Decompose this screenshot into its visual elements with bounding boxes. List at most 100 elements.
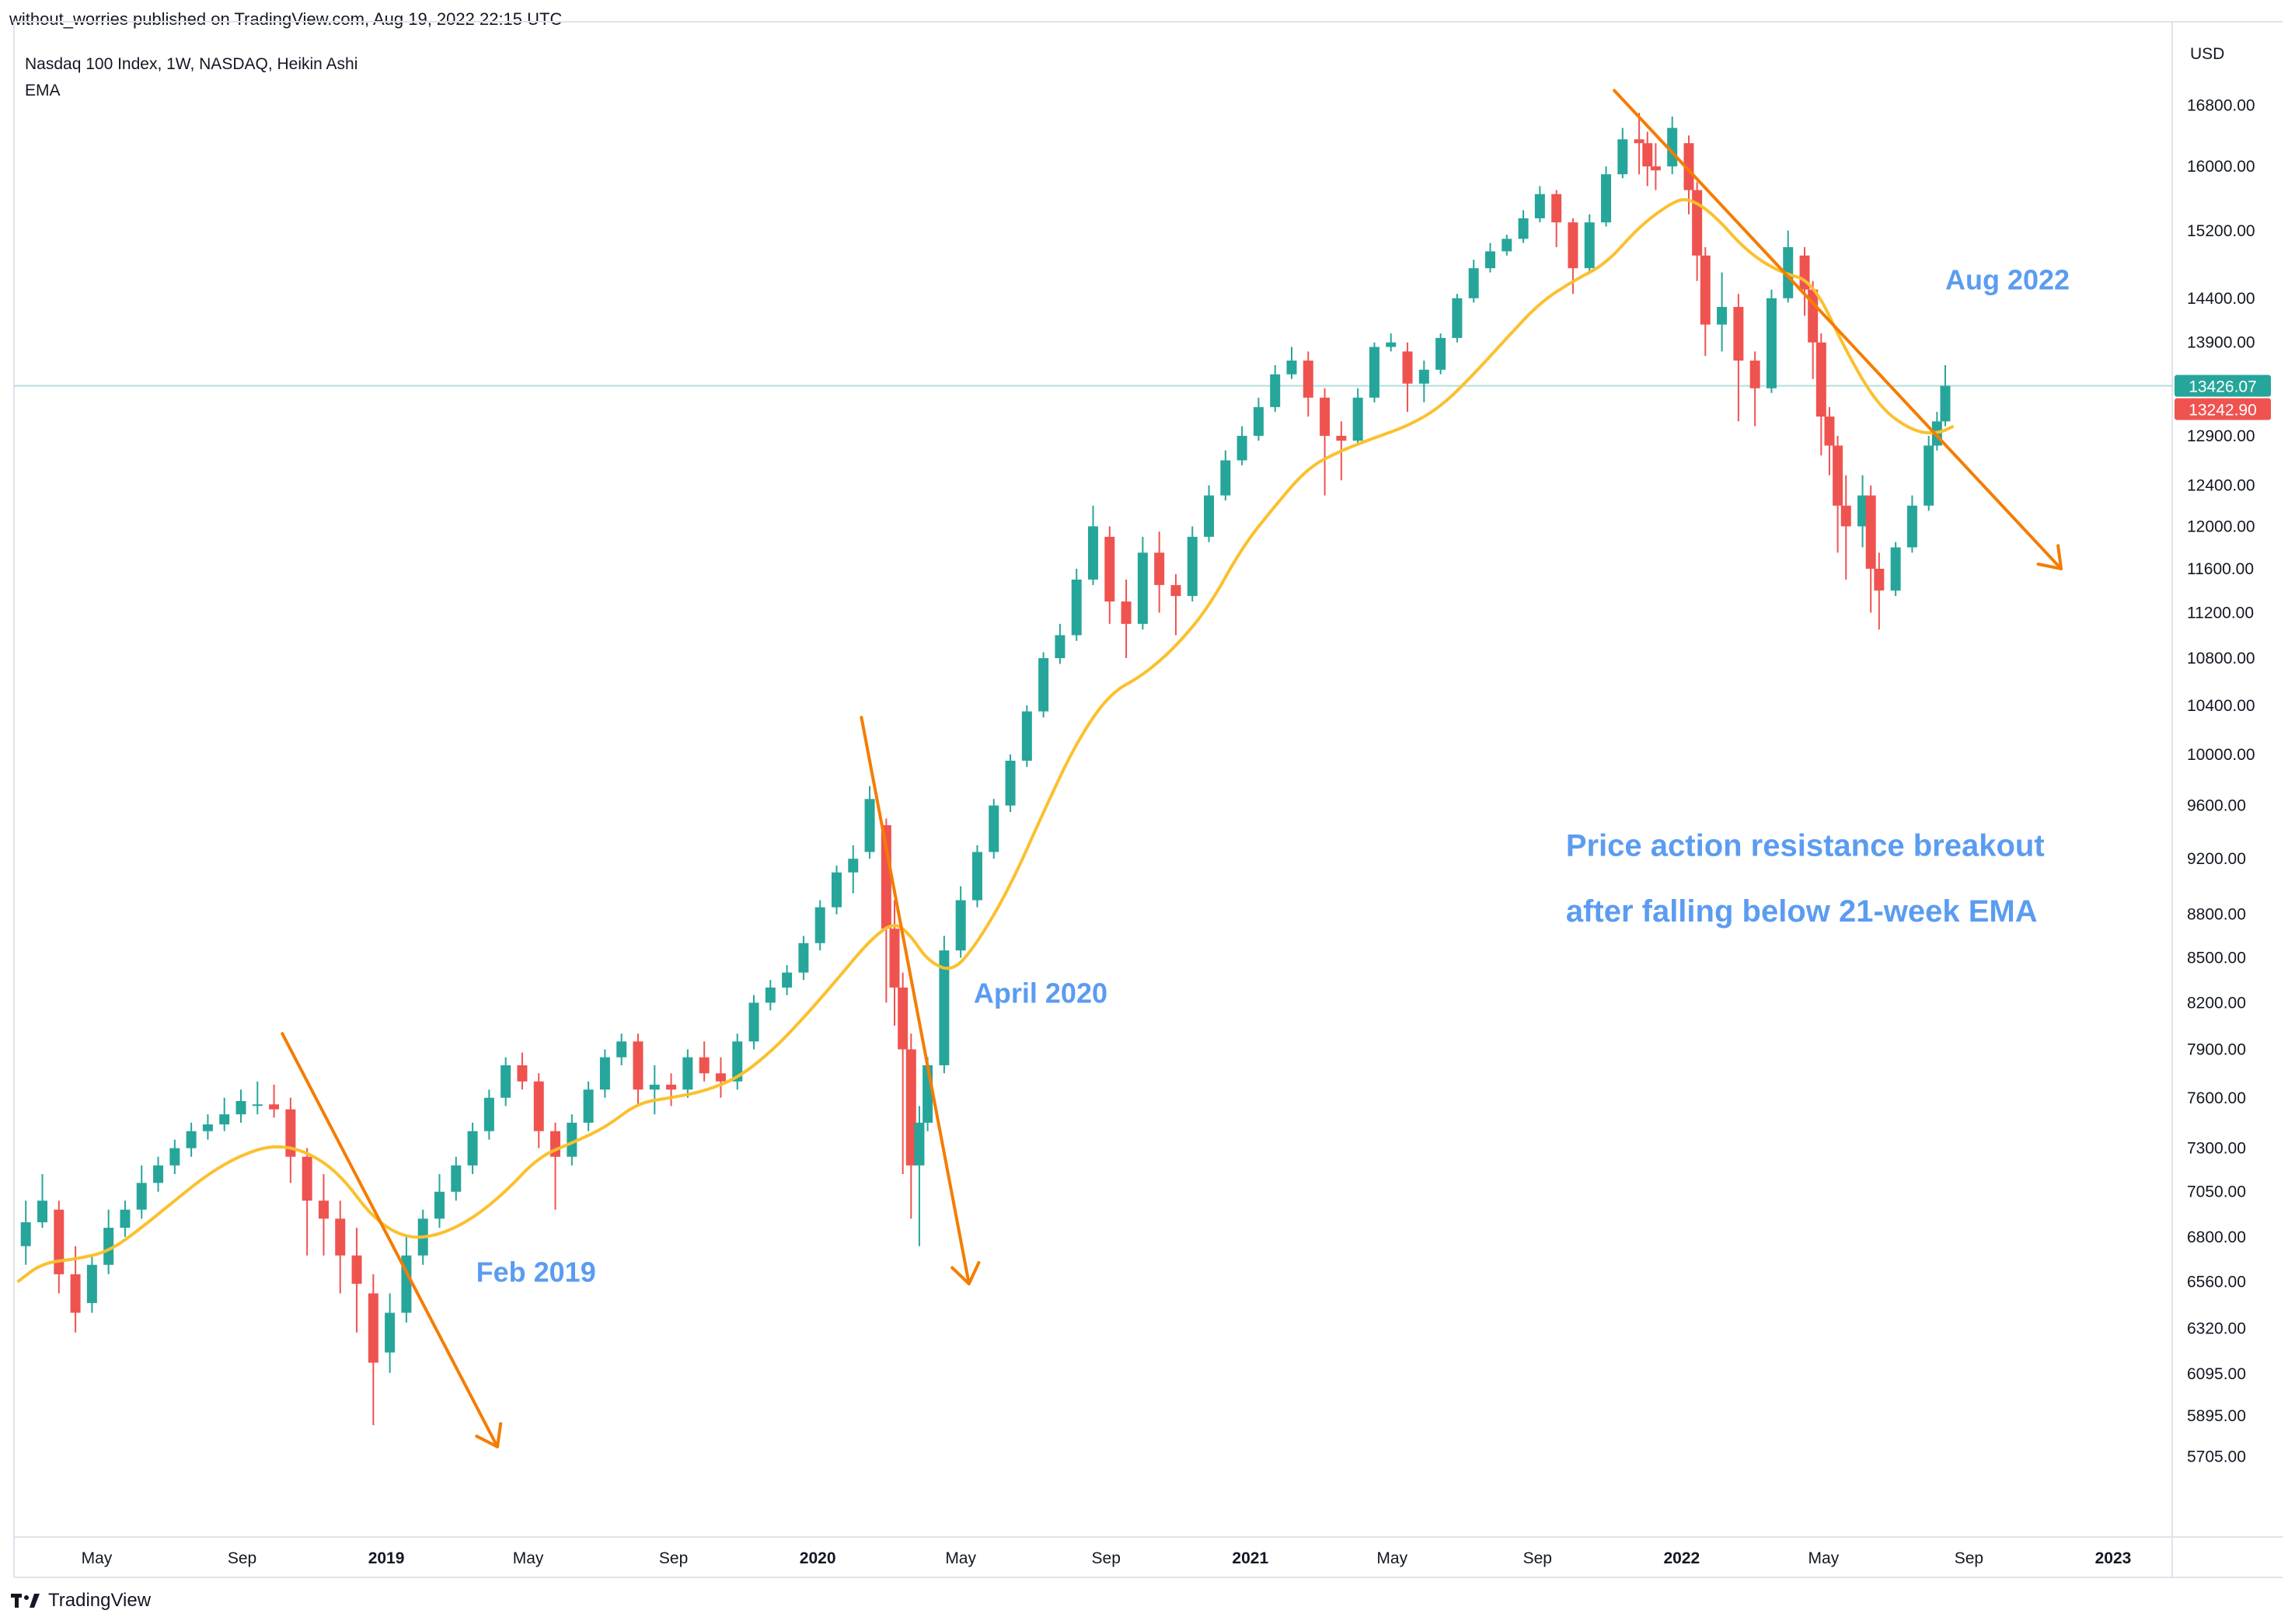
candle-body bbox=[1468, 268, 1479, 298]
candle-body bbox=[37, 1201, 47, 1223]
candle-body bbox=[1336, 435, 1347, 441]
price-badge-bg bbox=[2175, 375, 2271, 397]
candle-body bbox=[219, 1114, 230, 1125]
candle-body bbox=[848, 859, 859, 873]
ema-line bbox=[16, 198, 1955, 1284]
candle-body bbox=[269, 1104, 280, 1110]
candle-body bbox=[1584, 222, 1595, 269]
chart-annotation-2: April 2020 bbox=[974, 977, 1107, 1009]
candle-body bbox=[1386, 342, 1397, 347]
x-tick-label: May bbox=[513, 1549, 544, 1567]
trend-arrow-shaft bbox=[281, 1032, 500, 1448]
candle-body bbox=[666, 1084, 677, 1090]
candle-body bbox=[798, 943, 809, 973]
candle-body bbox=[814, 907, 825, 943]
x-tick-label: May bbox=[1808, 1549, 1840, 1567]
candle-body bbox=[86, 1264, 97, 1303]
candle-body bbox=[1568, 222, 1578, 269]
candle-body bbox=[1303, 361, 1313, 398]
chart-annotation-5: after falling below 21-week EMA bbox=[1566, 894, 2038, 929]
candle-body bbox=[202, 1124, 213, 1131]
candle-body bbox=[385, 1312, 396, 1353]
y-tick-label: 16000.00 bbox=[2187, 158, 2255, 176]
y-tick-label: 6560.00 bbox=[2187, 1274, 2246, 1291]
y-tick-label: 8200.00 bbox=[2187, 994, 2246, 1012]
candle-body bbox=[1435, 337, 1446, 370]
candle-body bbox=[765, 987, 776, 1003]
candle-body bbox=[1874, 568, 1885, 591]
candle-body bbox=[682, 1057, 693, 1090]
candle-body bbox=[302, 1156, 312, 1201]
candle-body bbox=[1088, 526, 1098, 580]
candle-body bbox=[1369, 347, 1379, 398]
candle-body bbox=[318, 1201, 329, 1219]
y-tick-label: 12900.00 bbox=[2187, 427, 2255, 445]
candle-body bbox=[153, 1165, 164, 1183]
candle-body bbox=[1650, 166, 1661, 171]
candle-body bbox=[368, 1293, 378, 1363]
candle-body bbox=[898, 987, 909, 1050]
candle-body bbox=[501, 1065, 511, 1098]
candle-body bbox=[1418, 369, 1429, 384]
candle-body bbox=[1534, 193, 1545, 218]
y-tick-label: 11200.00 bbox=[2187, 604, 2254, 622]
x-tick-label: 2020 bbox=[800, 1549, 836, 1567]
candle-body bbox=[1700, 255, 1711, 325]
trend-arrow-head bbox=[2036, 544, 2063, 570]
candle-body bbox=[434, 1191, 445, 1219]
candle-body bbox=[451, 1165, 462, 1192]
annotations-layer: Feb 2019 April 2020 Aug 2022 Price action r… bbox=[476, 264, 2070, 1288]
y-tick-label: 14400.00 bbox=[2187, 290, 2255, 308]
price-badges-layer: 13426.07 13242.90 bbox=[2175, 375, 2271, 420]
x-tick-label: Sep bbox=[1092, 1549, 1121, 1567]
candle-body bbox=[1204, 495, 1215, 537]
candle-body bbox=[467, 1131, 478, 1166]
trend-arrow-head bbox=[475, 1422, 503, 1448]
x-tick-label: Sep bbox=[228, 1549, 256, 1567]
x-tick-label: 2019 bbox=[368, 1549, 405, 1567]
trend-arrow-1 bbox=[281, 1032, 503, 1448]
candle-body bbox=[649, 1084, 660, 1090]
candle-body bbox=[715, 1073, 726, 1082]
footer-brand[interactable]: TradingView bbox=[48, 1590, 152, 1611]
candle-body bbox=[971, 852, 982, 901]
candle-body bbox=[483, 1097, 494, 1131]
price-badge-bg bbox=[2175, 398, 2271, 420]
candle-body bbox=[1137, 552, 1148, 624]
candle-body bbox=[1642, 143, 1653, 167]
candle-body bbox=[955, 900, 966, 951]
tradingview-logo-icon[interactable] bbox=[11, 1592, 40, 1609]
candle-body bbox=[1502, 239, 1512, 252]
y-tick-label: 5705.00 bbox=[2187, 1448, 2246, 1466]
candle-body bbox=[1484, 251, 1495, 269]
candle-body bbox=[1890, 547, 1901, 591]
candle-body bbox=[1154, 552, 1165, 585]
x-tick-label: May bbox=[1376, 1549, 1407, 1567]
candle-body bbox=[1236, 435, 1247, 461]
price-badge-text: 13426.07 bbox=[2189, 378, 2257, 396]
candle-body bbox=[782, 972, 793, 988]
x-tick-label: Sep bbox=[1523, 1549, 1552, 1567]
y-tick-label: 9200.00 bbox=[2187, 850, 2246, 868]
candle-body bbox=[235, 1101, 246, 1115]
candle-body bbox=[1865, 495, 1876, 569]
trend-arrow-head bbox=[950, 1260, 981, 1286]
indicator-label[interactable]: EMA bbox=[25, 82, 61, 99]
candle-body bbox=[1766, 298, 1777, 389]
candle-body bbox=[1940, 385, 1951, 422]
candle-body bbox=[889, 929, 900, 988]
candle-body bbox=[533, 1081, 544, 1131]
symbol-title[interactable]: Nasdaq 100 Index, 1W, NASDAQ, Heikin Ash… bbox=[25, 55, 358, 73]
candle-body bbox=[1021, 711, 1032, 761]
x-tick-label: Sep bbox=[1955, 1549, 1983, 1567]
y-tick-label: 13900.00 bbox=[2187, 334, 2255, 352]
candle-body bbox=[633, 1041, 644, 1090]
candle-body bbox=[1717, 307, 1728, 325]
trend-arrow-2 bbox=[860, 716, 981, 1286]
y-tick-label: 16800.00 bbox=[2187, 97, 2255, 115]
y-tick-label: 10400.00 bbox=[2187, 697, 2255, 715]
candle-body bbox=[914, 1122, 925, 1166]
candle-body bbox=[732, 1041, 743, 1082]
chart-annotation-1: Feb 2019 bbox=[476, 1256, 596, 1288]
